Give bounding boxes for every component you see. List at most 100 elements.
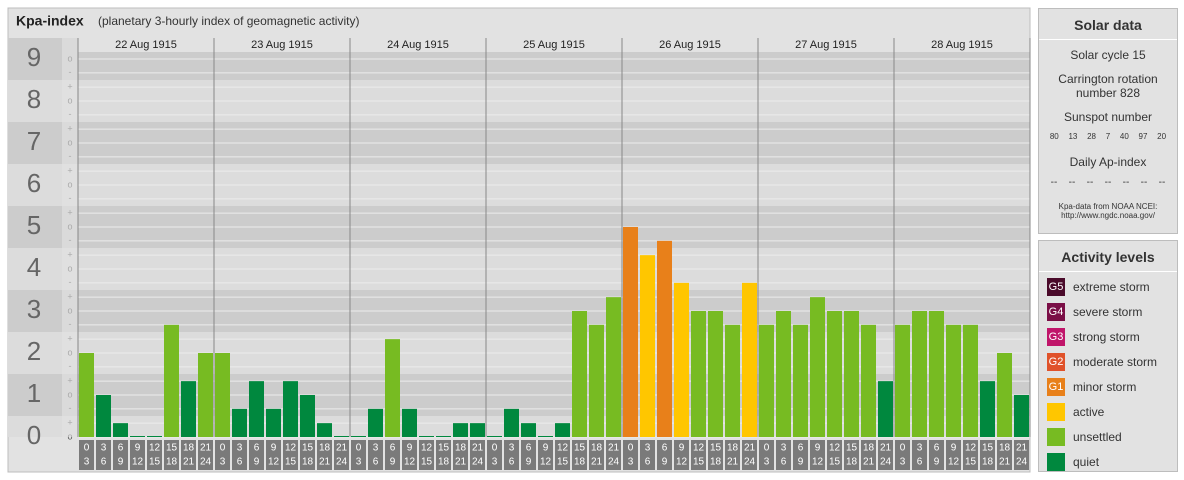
interval-end: 15 bbox=[829, 457, 841, 468]
bar bbox=[453, 423, 468, 437]
label-column bbox=[62, 38, 78, 437]
bar bbox=[810, 297, 825, 437]
bar bbox=[232, 408, 247, 437]
bar bbox=[606, 297, 621, 437]
interval-start: 6 bbox=[118, 443, 124, 454]
sunspot-value: 28 bbox=[1087, 132, 1097, 141]
interval-start: 21 bbox=[1016, 443, 1028, 454]
y-tick-label: 6 bbox=[27, 168, 41, 198]
bar bbox=[691, 311, 706, 437]
interval-start: 6 bbox=[662, 443, 668, 454]
interval-end: 15 bbox=[693, 457, 705, 468]
bar bbox=[215, 353, 230, 437]
bar bbox=[946, 324, 961, 437]
interval-box bbox=[521, 440, 536, 470]
panel-title: Activity levels bbox=[1039, 241, 1177, 272]
level-swatch bbox=[1047, 428, 1065, 446]
bar bbox=[572, 311, 587, 437]
level: unsettled bbox=[1047, 427, 1169, 447]
bar bbox=[912, 311, 927, 437]
bar bbox=[283, 381, 298, 437]
ap-value: -- bbox=[1086, 177, 1094, 188]
interval-start: 0 bbox=[628, 443, 634, 454]
interval-box bbox=[810, 440, 825, 470]
interval-start: 15 bbox=[166, 443, 178, 454]
interval-box bbox=[912, 440, 927, 470]
bar bbox=[504, 408, 519, 437]
level-swatch: G3 bbox=[1047, 328, 1065, 346]
chart-title: Kpa-index bbox=[16, 13, 84, 29]
interval-start: 3 bbox=[509, 443, 515, 454]
level-name: moderate storm bbox=[1073, 355, 1158, 369]
interval-start: 15 bbox=[438, 443, 450, 454]
interval-start: 9 bbox=[271, 443, 277, 454]
level: G3 strong storm bbox=[1047, 327, 1169, 347]
interval-start: 18 bbox=[319, 443, 331, 454]
y-tick-label: 0 bbox=[27, 420, 41, 450]
interval-start: 9 bbox=[951, 443, 957, 454]
interval-end: 24 bbox=[744, 457, 756, 468]
interval-start: 0 bbox=[764, 443, 770, 454]
interval-box bbox=[453, 440, 468, 470]
y-tick-label: 5 bbox=[27, 210, 41, 240]
interval-box bbox=[368, 440, 383, 470]
interval-box bbox=[691, 440, 706, 470]
interval-box bbox=[266, 440, 281, 470]
interval-end: 15 bbox=[149, 457, 161, 468]
interval-end: 3 bbox=[84, 457, 90, 468]
bar bbox=[249, 381, 264, 437]
day-label: 25 Aug 1915 bbox=[523, 39, 585, 51]
interval-start: 12 bbox=[285, 443, 297, 454]
bar bbox=[1014, 395, 1029, 437]
interval-box bbox=[589, 440, 604, 470]
level-name: quiet bbox=[1073, 455, 1100, 469]
level-swatch: G1 bbox=[1047, 378, 1065, 396]
interval-end: 24 bbox=[472, 457, 484, 468]
bar bbox=[589, 324, 604, 437]
interval-start: 15 bbox=[302, 443, 314, 454]
interval-start: 9 bbox=[679, 443, 685, 454]
interval-start: 0 bbox=[356, 443, 362, 454]
bar bbox=[181, 381, 196, 437]
interval-box bbox=[334, 440, 349, 470]
interval-end: 9 bbox=[390, 457, 396, 468]
interval-end: 12 bbox=[268, 457, 280, 468]
level-swatch: G5 bbox=[1047, 278, 1065, 296]
bar bbox=[147, 436, 162, 437]
ap-value: -- bbox=[1122, 177, 1130, 188]
sunspot-row: 80 13 28 7 40 97 20 bbox=[1045, 132, 1171, 141]
interval-box bbox=[980, 440, 995, 470]
interval-end: 6 bbox=[781, 457, 787, 468]
level: G2 moderate storm bbox=[1047, 352, 1169, 372]
ap-value: -- bbox=[1140, 177, 1148, 188]
interval-start: 3 bbox=[917, 443, 923, 454]
interval-box bbox=[929, 440, 944, 470]
interval-end: 3 bbox=[220, 457, 226, 468]
level-swatch bbox=[1047, 453, 1065, 471]
interval-box bbox=[861, 440, 876, 470]
interval-end: 12 bbox=[812, 457, 824, 468]
interval-start: 6 bbox=[254, 443, 260, 454]
interval-end: 18 bbox=[302, 457, 314, 468]
bar bbox=[96, 395, 111, 437]
level: G1 minor storm bbox=[1047, 377, 1169, 397]
interval-end: 21 bbox=[999, 457, 1011, 468]
carrington: Carrington rotation number 828 bbox=[1058, 72, 1158, 100]
interval-box bbox=[1014, 440, 1029, 470]
interval-box bbox=[402, 440, 417, 470]
interval-end: 24 bbox=[1016, 457, 1028, 468]
interval-box bbox=[844, 440, 859, 470]
solar-cycle: Solar cycle 15 bbox=[1070, 48, 1146, 62]
interval-end: 6 bbox=[645, 457, 651, 468]
bar bbox=[79, 353, 94, 437]
interval-start: 18 bbox=[591, 443, 603, 454]
interval-start: 21 bbox=[880, 443, 892, 454]
ap-value: -- bbox=[1068, 177, 1076, 188]
interval-end: 6 bbox=[917, 457, 923, 468]
bar bbox=[334, 436, 349, 437]
interval-end: 21 bbox=[591, 457, 603, 468]
interval-start: 21 bbox=[472, 443, 484, 454]
sunspot-value: 97 bbox=[1138, 132, 1148, 141]
bar bbox=[640, 255, 655, 437]
